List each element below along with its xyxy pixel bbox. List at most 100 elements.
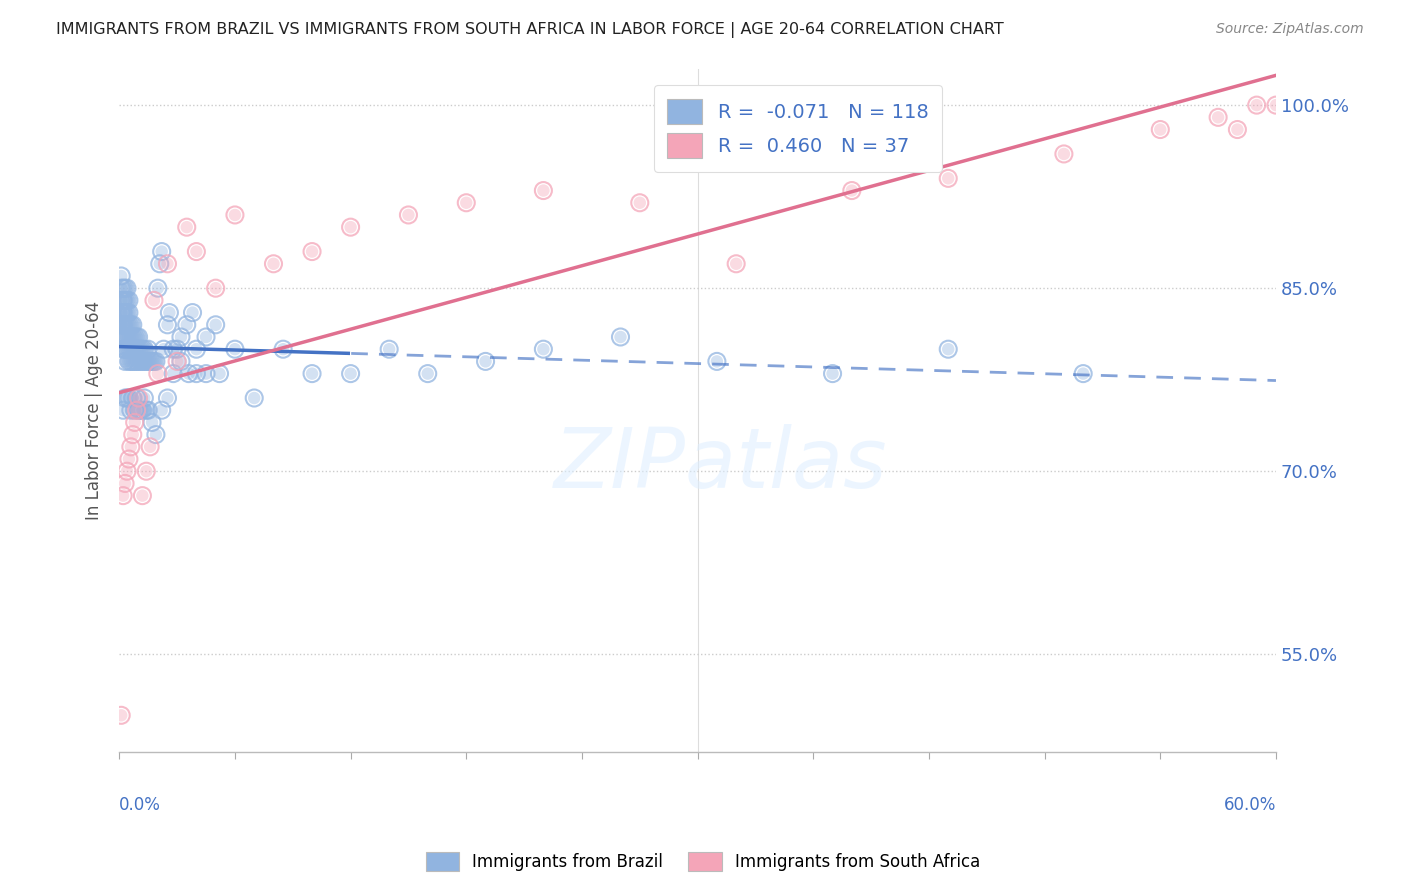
Point [112, 318, 135, 332]
Point [124, 416, 146, 430]
Point [139, 440, 162, 454]
Point [143, 293, 166, 308]
Point [725, 257, 748, 271]
Point [186, 342, 208, 356]
Point [118, 293, 141, 308]
Point [841, 184, 863, 198]
Point [152, 342, 174, 356]
Point [131, 342, 153, 356]
Point [128, 391, 150, 405]
Point [118, 293, 141, 308]
Point [114, 330, 136, 344]
Point [195, 367, 218, 381]
Point [195, 367, 218, 381]
Point [115, 342, 138, 356]
Point [120, 403, 142, 417]
Point [118, 391, 141, 405]
Point [204, 281, 226, 295]
Point [120, 318, 142, 332]
Point [115, 391, 138, 405]
Point [136, 354, 159, 368]
Point [139, 354, 162, 368]
Point [118, 452, 141, 467]
Point [176, 318, 198, 332]
Point [128, 354, 150, 368]
Point [115, 293, 138, 308]
Point [124, 354, 146, 368]
Point [271, 342, 294, 356]
Point [134, 342, 156, 356]
Point [112, 281, 135, 295]
Point [1265, 98, 1288, 112]
Point [181, 305, 204, 319]
Point [120, 440, 142, 454]
Point [1071, 367, 1094, 381]
Point [134, 391, 156, 405]
Point [112, 305, 135, 319]
Point [1226, 122, 1249, 136]
Point [115, 330, 138, 344]
Point [135, 464, 157, 478]
Point [121, 354, 143, 368]
Point [166, 342, 188, 356]
Point [110, 708, 132, 723]
Point [112, 330, 135, 344]
Point [125, 403, 148, 417]
Point [141, 354, 163, 368]
Point [208, 367, 231, 381]
Point [157, 305, 180, 319]
Point [474, 354, 496, 368]
Point [1071, 367, 1094, 381]
Point [1265, 98, 1288, 112]
Point [156, 318, 179, 332]
Point [456, 195, 478, 210]
Point [112, 318, 135, 332]
Text: Source: ZipAtlas.com: Source: ZipAtlas.com [1216, 22, 1364, 37]
Legend: R =  -0.071   N = 118, R =  0.460   N = 37: R = -0.071 N = 118, R = 0.460 N = 37 [654, 85, 942, 172]
Point [339, 367, 361, 381]
Point [134, 391, 156, 405]
Point [628, 195, 651, 210]
Point [195, 330, 218, 344]
Point [120, 342, 142, 356]
Point [118, 318, 141, 332]
Point [339, 220, 361, 235]
Point [166, 354, 188, 368]
Point [416, 367, 439, 381]
Point [134, 342, 156, 356]
Point [204, 281, 226, 295]
Point [125, 403, 148, 417]
Point [301, 244, 323, 259]
Point [166, 342, 188, 356]
Point [118, 342, 141, 356]
Point [224, 208, 246, 222]
Point [1149, 122, 1171, 136]
Point [114, 281, 136, 295]
Legend: Immigrants from Brazil, Immigrants from South Africa: Immigrants from Brazil, Immigrants from … [418, 843, 988, 880]
Point [204, 318, 226, 332]
Point [110, 305, 132, 319]
Point [143, 354, 166, 368]
Point [115, 318, 138, 332]
Point [115, 464, 138, 478]
Point [112, 489, 135, 503]
Point [114, 342, 136, 356]
Point [128, 342, 150, 356]
Point [112, 318, 135, 332]
Point [531, 342, 554, 356]
Point [114, 305, 136, 319]
Text: ZIPatlas: ZIPatlas [554, 425, 887, 506]
Point [706, 354, 728, 368]
Point [115, 391, 138, 405]
Point [136, 354, 159, 368]
Point [378, 342, 401, 356]
Point [110, 268, 132, 283]
Point [115, 293, 138, 308]
Point [129, 342, 152, 356]
Point [162, 342, 184, 356]
Point [156, 391, 179, 405]
Point [204, 318, 226, 332]
Point [936, 171, 959, 186]
Point [110, 318, 132, 332]
Point [1246, 98, 1268, 112]
